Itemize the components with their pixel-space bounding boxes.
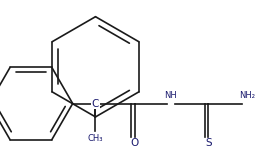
- Text: CH₃: CH₃: [88, 134, 103, 143]
- Text: NH₂: NH₂: [239, 91, 256, 100]
- Text: O: O: [130, 138, 139, 148]
- Text: S: S: [205, 138, 212, 148]
- Text: NH: NH: [164, 91, 177, 100]
- Text: C: C: [92, 99, 99, 109]
